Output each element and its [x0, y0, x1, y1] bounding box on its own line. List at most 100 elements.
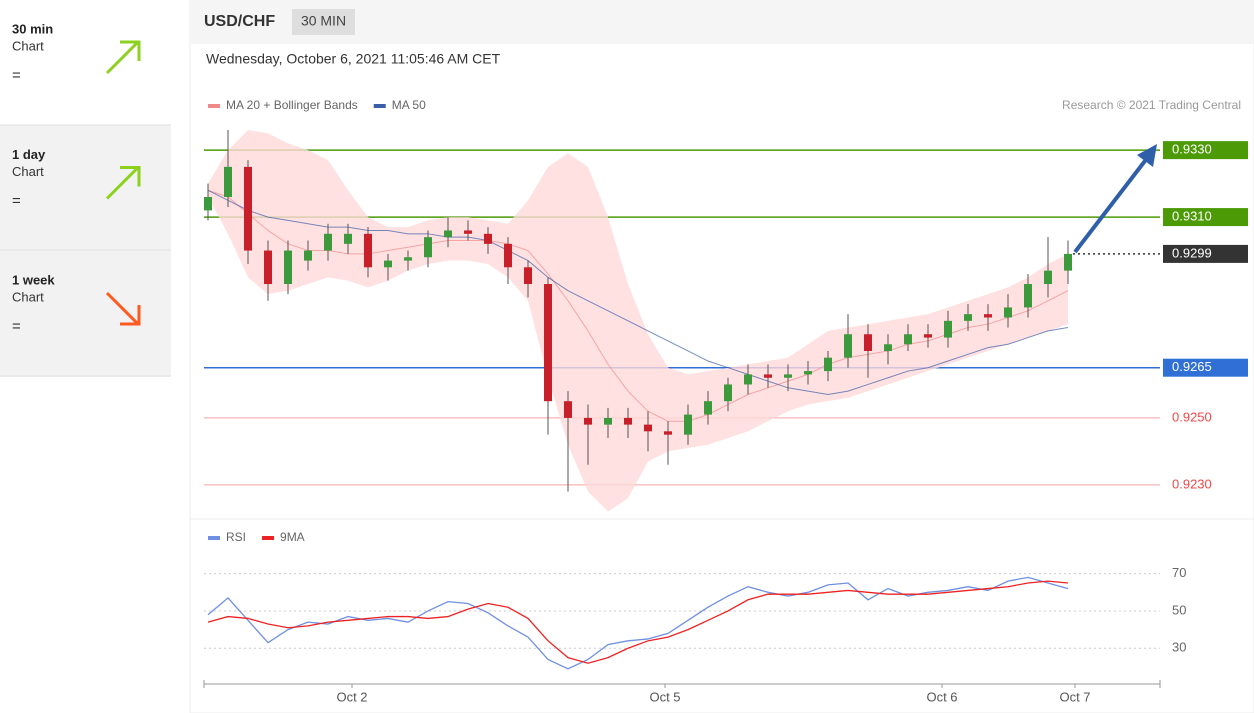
candle-body [304, 250, 312, 261]
candle-body [744, 374, 752, 385]
candle-body [864, 334, 872, 351]
candle-body [484, 233, 492, 244]
candle-body [524, 267, 532, 285]
candle-body [624, 417, 632, 425]
level-label: 0.9230 [1172, 476, 1212, 491]
ma-line [207, 189, 1069, 395]
legend-label: RSI [226, 530, 246, 544]
trend-arrowhead [120, 40, 141, 61]
sidebar-sign: = [12, 192, 21, 209]
candle-body [844, 334, 852, 358]
candle-body [424, 237, 432, 258]
sidebar-sign: = [12, 318, 21, 335]
candle-body [644, 424, 652, 432]
sidebar-sub: Chart [12, 164, 44, 179]
trend-arrow [105, 40, 140, 75]
candle-body [444, 230, 452, 238]
legend-label: MA 50 [392, 98, 426, 112]
candle-body [944, 320, 952, 338]
candle-body [604, 417, 612, 425]
line [207, 580, 1069, 664]
candle-body [224, 166, 232, 197]
forecast-arrow [1073, 155, 1150, 254]
legend-swatch [208, 104, 220, 108]
candle-body [784, 374, 792, 378]
level-label: 0.9265 [1172, 359, 1212, 374]
trend-arrow [105, 166, 140, 200]
credit: Research © 2021 Trading Central [1062, 98, 1241, 112]
candle-body [884, 344, 892, 351]
x-tick-label: Oct 6 [926, 689, 957, 704]
candle-body [1064, 253, 1072, 271]
sidebar-sub: Chart [12, 289, 44, 304]
candle-body [204, 196, 212, 211]
candle-body [964, 314, 972, 321]
y-tick-label: 50 [1172, 602, 1186, 617]
candle-body [724, 384, 732, 402]
main-panel [189, 0, 1254, 713]
level-label: 0.9330 [1172, 142, 1212, 157]
candle-body [904, 334, 912, 345]
candle-body [664, 431, 672, 435]
level-label: 0.9250 [1172, 409, 1212, 424]
candle-body [464, 230, 472, 234]
candle-body [684, 414, 692, 435]
ma-line [207, 189, 1069, 422]
x-tick-label: Oct 5 [649, 689, 680, 704]
sidebar-bg [0, 125, 171, 377]
candle-body [264, 250, 272, 285]
level-label: 0.9299 [1172, 245, 1212, 260]
candle-body [584, 417, 592, 425]
line [207, 576, 1069, 670]
y-tick-label: 30 [1172, 640, 1186, 655]
candle-body [284, 250, 292, 285]
level-tag [1163, 358, 1248, 377]
legend-swatch [262, 536, 275, 540]
candle-body [324, 233, 332, 251]
candle-body [404, 257, 412, 261]
candle-body [704, 401, 712, 415]
sidebar-sub: Chart [12, 38, 44, 53]
legend-swatch [208, 536, 220, 540]
legend-label: MA 20 + Bollinger Bands [226, 98, 358, 112]
candle-body [544, 284, 552, 402]
candle-body [364, 233, 372, 268]
candle-body [1004, 307, 1012, 318]
plot: MA 20 + Bollinger Bands MA 50 0.9330 0.9310… [203, 98, 1248, 704]
candle-body [824, 357, 832, 372]
sidebar-title[interactable]: 30 min [12, 21, 53, 36]
candle-body [504, 243, 512, 268]
legend-label: 9MA [280, 530, 305, 544]
candle-body [924, 334, 932, 338]
symbol: USD/CHF [204, 13, 275, 30]
candle-body [764, 374, 772, 378]
level-tag [1163, 141, 1248, 160]
timeframe[interactable]: 30 MIN [301, 13, 346, 29]
candle-body [984, 314, 992, 318]
candle-body [384, 260, 392, 268]
level-label: 0.9310 [1172, 209, 1212, 224]
x-tick-label: Oct 7 [1059, 689, 1090, 704]
sidebar-title[interactable]: 1 day [12, 147, 46, 162]
candle-body [344, 233, 352, 244]
level-tag [1163, 244, 1248, 263]
y-tick-label: 70 [1172, 565, 1186, 580]
bollinger-band [208, 130, 1068, 512]
header-bar [190, 0, 1254, 44]
trend-arrowhead [120, 305, 141, 326]
sidebar-sign: = [12, 67, 21, 84]
trend-arrow [105, 291, 140, 326]
x-tick-label: Oct 2 [336, 689, 367, 704]
candle-body [564, 401, 572, 418]
candle-body [1024, 284, 1032, 308]
sidebar-title[interactable]: 1 week [12, 272, 55, 287]
candle-body [804, 371, 812, 375]
trend-arrowhead [120, 166, 141, 187]
legend-swatch [373, 104, 386, 108]
timeframe-badge[interactable] [292, 9, 355, 35]
level-tag [1163, 208, 1248, 227]
candle-body [1044, 270, 1052, 285]
candle-body [244, 166, 252, 251]
